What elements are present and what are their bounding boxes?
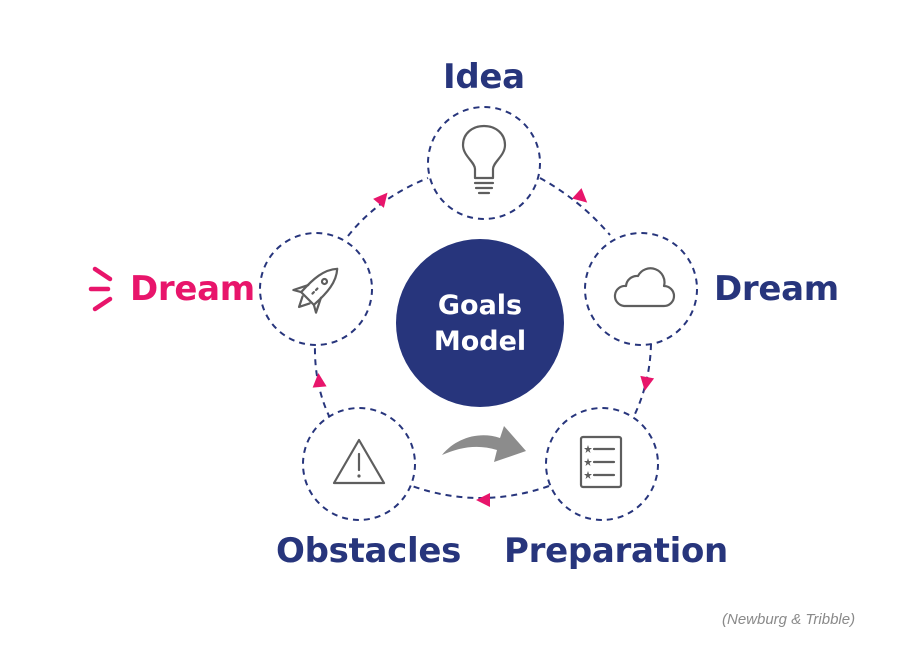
lightbulb-icon	[461, 124, 507, 195]
stage-label-preparation: Preparation	[504, 531, 728, 571]
arrowhead-dream-preparation	[640, 375, 655, 391]
stage-label-dream-left: Dream	[130, 269, 255, 309]
cycle-arrowheads	[312, 188, 655, 507]
connector-rocket-to-idea	[347, 177, 429, 237]
rocket-icon	[292, 267, 339, 314]
arrowhead-obstacles-rocket	[312, 373, 327, 388]
stage-label-obstacles: Obstacles	[276, 531, 462, 571]
curved-arrow-icon	[442, 426, 526, 462]
arrowhead-preparation-obstacles	[476, 493, 490, 507]
stage-circles	[259, 106, 698, 521]
stage-circle-idea	[427, 106, 541, 220]
stage-label-dream-right: Dream	[714, 269, 839, 309]
connector-preparation-to-obstacles	[411, 485, 550, 499]
center-title-line-1: Goals	[437, 290, 523, 321]
center-circle	[396, 239, 564, 407]
connector-dream-to-preparation	[631, 343, 652, 421]
checklist-icon	[579, 435, 623, 489]
arrowhead-idea-dream	[572, 188, 588, 203]
connector-idea-to-dream	[539, 177, 611, 236]
arrowhead-rocket-idea	[373, 192, 388, 208]
emphasis-marks-icon	[88, 266, 113, 312]
cloud-icon	[613, 267, 676, 308]
stage-circle-preparation	[545, 407, 659, 521]
citation: (Newburg & Tribble)	[722, 611, 856, 628]
center-title-line-2: Model	[433, 326, 527, 357]
stage-label-idea: Idea	[443, 57, 525, 97]
warning-triangle-icon	[332, 438, 386, 485]
stage-circle-dream-right	[584, 232, 698, 346]
